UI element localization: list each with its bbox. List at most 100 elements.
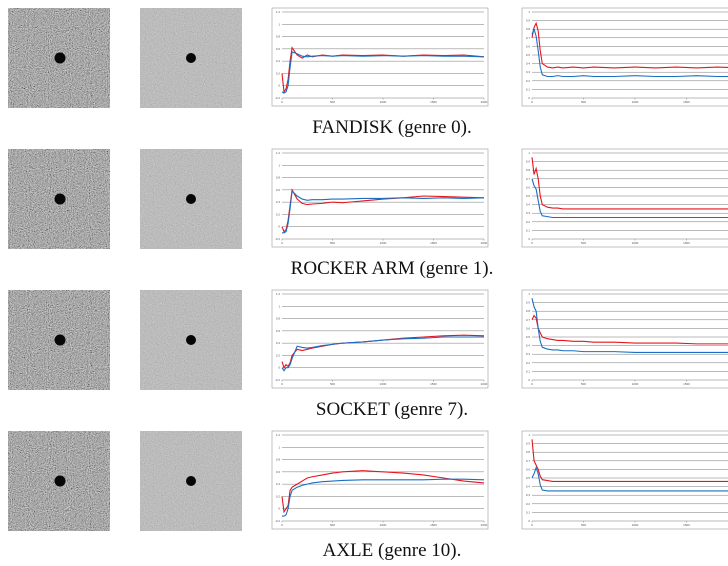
y-tick-label: 1	[528, 151, 530, 155]
x-tick-label: 1000	[632, 382, 639, 386]
y-tick-label: 0.6	[526, 467, 531, 471]
y-tick-label: 0	[528, 237, 530, 241]
y-tick-label: 0	[528, 519, 530, 523]
x-tick-label: 1500	[683, 100, 690, 104]
line-chart: 0 0.1 0.2 0.3 0.4 0.5 0.6 0.7 0.8 0.9 1 0 500 1000 150…	[521, 430, 728, 530]
x-tick-label: 1000	[632, 100, 639, 104]
x-tick-label: 0	[281, 100, 283, 104]
line-chart: 0 0.1 0.2 0.3 0.4 0.5 0.6 0.7 0.8 0.9 1 0 500 1000 150…	[521, 7, 728, 107]
x-tick-label: 0	[531, 241, 533, 245]
caption: FANDISK (genre 0).	[312, 117, 472, 138]
y-tick-label: 1.2	[276, 10, 281, 14]
line-chart: -0.200.20.40.60.811.20 500 1000 1500 2000	[271, 148, 489, 248]
y-tick-label: 1	[278, 445, 280, 449]
image-hole	[54, 193, 66, 205]
y-tick-label: 1	[528, 433, 530, 437]
x-tick-label: 1500	[683, 382, 690, 386]
x-tick-label: 0	[531, 382, 533, 386]
y-tick-label: 0.7	[526, 318, 531, 322]
line-chart: 0 0.1 0.2 0.3 0.4 0.5 0.6 0.7 0.8 0.9 1 0 500 1000 150…	[521, 148, 728, 248]
y-tick-label: 0.7	[526, 177, 531, 181]
caption: ROCKER ARM (genre 1).	[291, 258, 494, 279]
image-hole	[54, 52, 66, 64]
y-tick-label: 0.6	[276, 47, 281, 51]
x-tick-label: 1500	[683, 523, 690, 527]
data-line	[281, 470, 485, 514]
x-tick-label: 500	[581, 241, 586, 245]
y-tick-label: 1	[278, 22, 280, 26]
y-tick-label: 0.4	[276, 200, 281, 204]
x-tick-label: 1000	[380, 100, 387, 104]
x-tick-label: 2000	[481, 100, 488, 104]
data-line	[531, 27, 728, 78]
y-tick-label: 0.5	[526, 335, 531, 339]
chart-frame	[521, 289, 728, 389]
y-tick-label: -0.2	[275, 237, 281, 241]
data-line	[281, 51, 485, 94]
x-tick-label: 2000	[481, 241, 488, 245]
y-tick-label: 0.9	[526, 19, 531, 23]
data-line	[281, 336, 484, 372]
y-tick-label: 0.2	[526, 220, 531, 224]
x-tick-label: 500	[330, 241, 335, 245]
x-tick-label: 0	[531, 100, 533, 104]
y-tick-label: 0.6	[276, 188, 281, 192]
data-line	[282, 478, 485, 517]
y-tick-label: 0.2	[276, 353, 281, 357]
data-line	[531, 465, 728, 492]
y-tick-label: 0.3	[526, 493, 531, 497]
data-line	[531, 439, 728, 482]
y-tick-label: 0	[278, 225, 280, 229]
x-tick-label: 2000	[481, 523, 488, 527]
y-tick-label: 0	[278, 84, 280, 88]
y-tick-label: 0.3	[526, 211, 531, 215]
image-hole	[186, 194, 196, 204]
x-tick-label: 0	[281, 382, 283, 386]
x-tick-label: 500	[330, 100, 335, 104]
y-tick-label: 0	[278, 366, 280, 370]
x-tick-label: 0	[281, 241, 283, 245]
x-tick-label: 1500	[430, 382, 437, 386]
line-chart: -0.200.20.40.60.811.20 500 1000 1500 2000	[271, 7, 489, 107]
y-tick-label: 0.5	[526, 476, 531, 480]
y-tick-label: 0.8	[276, 176, 281, 180]
y-tick-label: 0.1	[526, 228, 531, 232]
x-tick-label: 1500	[683, 241, 690, 245]
line-chart: 0 0.1 0.2 0.3 0.4 0.5 0.6 0.7 0.8 0.9 1 0 500 1000 150…	[521, 289, 728, 389]
y-tick-label: 0.6	[276, 329, 281, 333]
x-tick-label: 1500	[430, 100, 437, 104]
x-tick-label: 1500	[430, 523, 437, 527]
y-tick-label: 0	[528, 378, 530, 382]
x-tick-label: 0	[281, 523, 283, 527]
y-tick-label: 0.6	[526, 326, 531, 330]
y-tick-label: 0.2	[526, 361, 531, 365]
y-tick-label: 1	[528, 292, 530, 296]
x-tick-label: 500	[330, 523, 335, 527]
chart-frame	[521, 148, 728, 248]
data-line	[531, 298, 728, 354]
image-hole	[186, 476, 196, 486]
y-tick-label: -0.2	[275, 519, 281, 523]
y-tick-label: 1	[278, 304, 280, 308]
y-tick-label: 0.8	[526, 450, 531, 454]
data-line	[531, 157, 728, 210]
image-hole	[54, 334, 66, 346]
y-tick-label: 0.8	[526, 168, 531, 172]
x-tick-label: 500	[581, 523, 586, 527]
y-tick-label: 0.6	[526, 185, 531, 189]
chart-frame	[521, 7, 728, 107]
data-line	[282, 189, 485, 234]
y-tick-label: 1.2	[276, 433, 281, 437]
line-chart: -0.200.20.40.60.811.20 500 1000 1500 2000	[271, 289, 489, 389]
y-tick-label: 0.3	[526, 352, 531, 356]
y-tick-label: 0.4	[276, 59, 281, 63]
y-tick-label: 0.2	[276, 212, 281, 216]
line-chart: -0.200.20.40.60.811.20 500 1000 1500 2000	[271, 430, 489, 530]
y-tick-label: 0.4	[526, 62, 531, 66]
x-tick-label: 0	[531, 523, 533, 527]
y-tick-label: 0.4	[526, 344, 531, 348]
y-tick-label: 0.1	[526, 510, 531, 514]
data-line	[281, 334, 485, 369]
x-tick-label: 1000	[632, 523, 639, 527]
